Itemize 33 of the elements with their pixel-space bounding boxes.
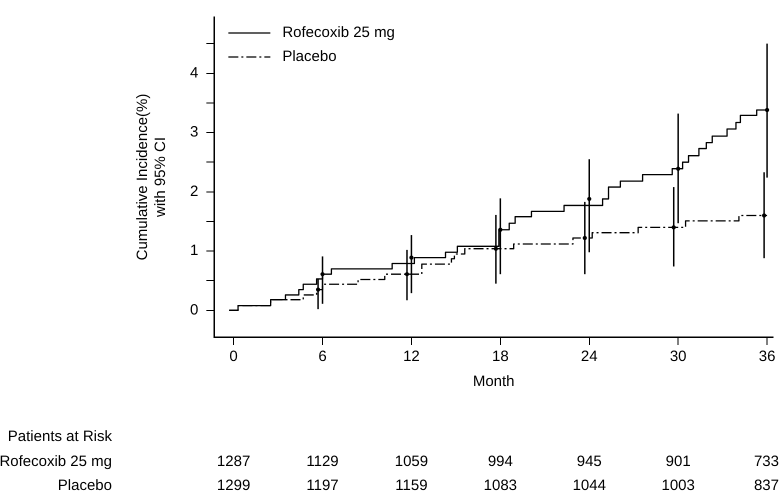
x-tick-label: 0 [229, 348, 238, 366]
y-tick-label: 2 [190, 182, 198, 200]
x-tick-label: 12 [403, 348, 420, 366]
text: 1059 [394, 453, 428, 470]
legend-label: Rofecoxib 25 mg [282, 24, 395, 42]
text: 1044 [572, 477, 606, 494]
text: 901 [666, 453, 691, 470]
x-tick-label: 30 [670, 348, 687, 366]
text: 945 [576, 453, 602, 470]
x-tick-label: 36 [758, 348, 776, 366]
x-tick-label: 24 [580, 348, 598, 366]
y-tick-label: 1 [190, 242, 198, 260]
text: Patients at Risk [8, 428, 112, 446]
text: 1159 [395, 477, 428, 494]
y-tick-label: 0 [190, 301, 198, 318]
text: Placebo [58, 477, 112, 494]
text: 733 [754, 453, 779, 470]
text: 1299 [216, 477, 250, 494]
text: 837 [754, 477, 779, 494]
y-tick-label: 3 [190, 124, 198, 141]
text: 994 [488, 453, 513, 470]
legend-label: Placebo [282, 48, 337, 66]
text: 1197 [306, 477, 339, 494]
text: Rofecoxib 25 mg [0, 453, 112, 470]
x-axis-title: Month [472, 373, 515, 390]
text: 1083 [484, 477, 518, 494]
x-tick-label: 18 [492, 348, 509, 366]
text: 1287 [216, 453, 250, 470]
text: 1003 [661, 477, 695, 494]
text: 1129 [306, 453, 339, 470]
x-tick-label: 6 [318, 348, 327, 366]
y-tick-label: 4 [190, 64, 198, 82]
y-axis-title: Cumulative Incidence(%) with 95% CI [134, 94, 170, 260]
